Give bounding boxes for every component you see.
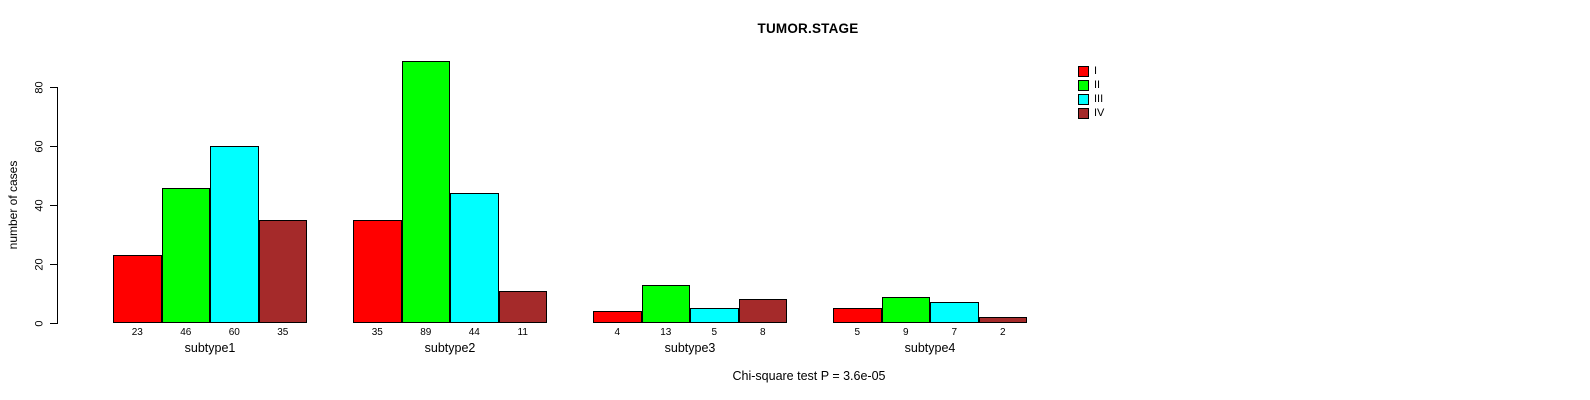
- legend-swatch-II: [1078, 80, 1089, 91]
- y-tick-label: 20: [33, 257, 46, 271]
- legend-label-I: I: [1094, 65, 1098, 77]
- legend-swatch-IV: [1078, 108, 1089, 119]
- y-axis-line: [57, 87, 58, 324]
- chi-square-caption: Chi-square test P = 3.6e-05: [732, 369, 886, 383]
- bar-subtype1-II: [161, 187, 210, 323]
- bar-value-label: 60: [228, 327, 240, 338]
- x-category-label-subtype4: subtype4: [904, 341, 956, 355]
- bar-subtype2-III: [450, 193, 499, 323]
- x-category-label-subtype1: subtype1: [184, 341, 236, 355]
- bar-value-label: 8: [759, 327, 766, 338]
- bar-value-label: 5: [854, 327, 861, 338]
- bar-subtype3-I: [593, 311, 642, 323]
- y-tick: [50, 146, 57, 148]
- legend-swatch-I: [1078, 66, 1089, 77]
- chart-title: TUMOR.STAGE: [757, 21, 859, 36]
- bar-value-label: 7: [951, 327, 958, 338]
- bar-subtype2-I: [353, 219, 402, 323]
- bar-subtype2-II: [401, 60, 450, 323]
- y-tick: [50, 323, 57, 324]
- bar-subtype3-III: [690, 308, 739, 323]
- legend-label-III: III: [1094, 93, 1104, 105]
- bar-subtype1-I: [113, 255, 162, 323]
- x-category-label-subtype2: subtype2: [424, 341, 476, 355]
- bar-subtype1-III: [210, 146, 259, 323]
- bar-value-label: 23: [131, 327, 143, 338]
- bar-value-label: 2: [999, 327, 1006, 338]
- y-tick-label: 0: [33, 319, 46, 327]
- bar-value-label: 35: [277, 327, 289, 338]
- bar-subtype4-II: [881, 296, 930, 323]
- bar-value-label: 9: [902, 327, 909, 338]
- legend-label-II: II: [1094, 79, 1101, 91]
- bar-value-label: 89: [420, 327, 432, 338]
- legend-swatch-III: [1078, 94, 1089, 105]
- x-category-label-subtype3: subtype3: [664, 341, 716, 355]
- bar-value-label: 13: [660, 327, 672, 338]
- bar-subtype1-IV: [258, 219, 307, 323]
- y-tick-label: 40: [33, 199, 46, 212]
- bar-value-label: 4: [614, 327, 621, 338]
- y-tick: [50, 205, 57, 207]
- y-tick-label: 60: [33, 140, 46, 153]
- bar-subtype3-IV: [738, 299, 787, 323]
- bar-subtype4-I: [833, 308, 882, 323]
- bar-value-label: 44: [468, 327, 480, 338]
- legend-label-IV: IV: [1094, 107, 1105, 119]
- bar-subtype4-IV: [978, 317, 1027, 323]
- y-tick: [50, 264, 57, 266]
- bar-value-label: 5: [711, 327, 718, 338]
- y-tick-label: 80: [33, 81, 46, 94]
- y-axis-title: number of cases: [6, 160, 20, 250]
- bar-value-label: 11: [517, 327, 528, 338]
- bar-value-label: 35: [371, 327, 383, 338]
- bar-subtype2-IV: [498, 290, 547, 323]
- y-tick: [50, 87, 57, 89]
- bar-value-label: 46: [180, 327, 192, 338]
- bar-subtype3-II: [641, 284, 690, 323]
- bar-subtype4-III: [930, 302, 979, 323]
